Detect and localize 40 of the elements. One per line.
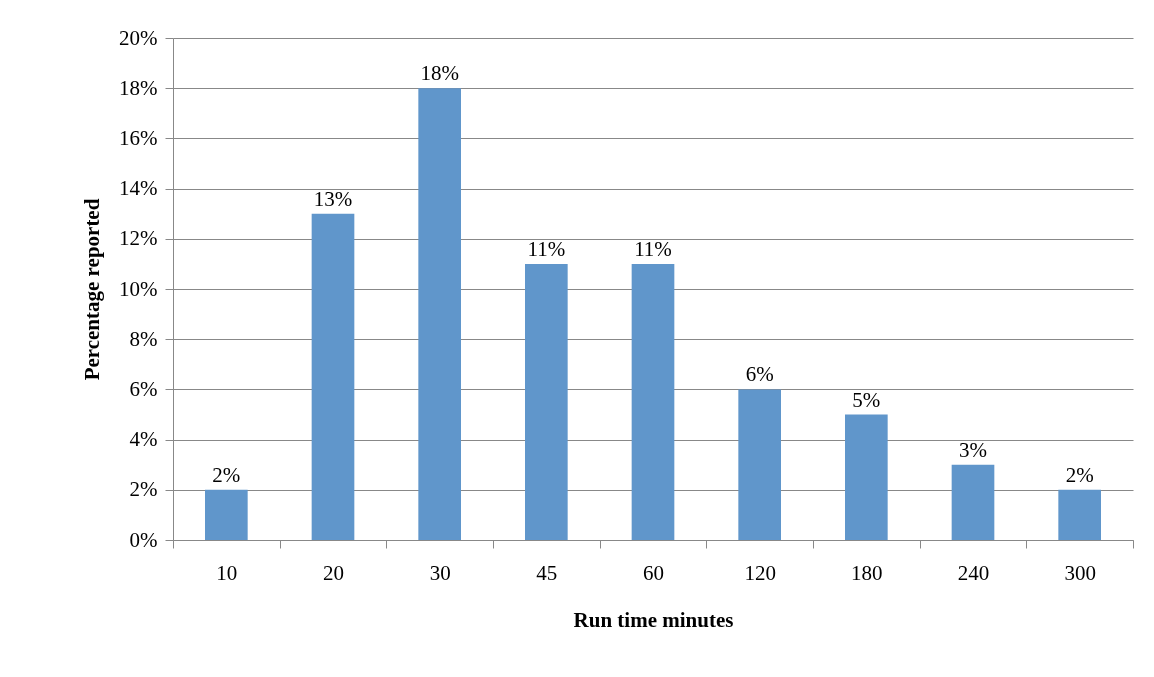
bar (525, 263, 568, 540)
x-tick-label: 30 (429, 560, 451, 585)
x-tick-label: 240 (957, 560, 990, 585)
bar (1058, 489, 1101, 540)
x-axis-title: Run time minutes (573, 607, 734, 632)
data-label: 11% (634, 236, 672, 261)
y-tick-label: 2% (129, 477, 158, 502)
y-tick-label: 16% (119, 125, 158, 150)
x-tick-label: 120 (744, 560, 776, 585)
y-tick-label: 20% (119, 25, 158, 50)
data-label: 2% (212, 462, 241, 487)
x-tick-label: 10 (216, 560, 238, 585)
y-tick-label: 12% (119, 226, 158, 251)
x-tick-label: 60 (643, 560, 664, 585)
bar (738, 389, 781, 540)
data-label: 6% (745, 362, 774, 387)
bar (205, 489, 248, 540)
y-tick-label: 8% (129, 326, 158, 351)
bar (311, 213, 355, 540)
bar (631, 263, 675, 540)
bar (418, 88, 461, 540)
data-label: 5% (852, 387, 881, 412)
y-tick-label: 0% (129, 527, 158, 552)
y-axis-title: Percentage reported (80, 198, 105, 381)
data-label: 13% (313, 186, 353, 211)
y-tick-label: 18% (119, 75, 158, 100)
x-tick-label: 45 (536, 560, 558, 585)
data-label: 11% (527, 236, 566, 261)
data-label: 18% (420, 61, 459, 86)
data-label: 2% (1065, 462, 1094, 487)
x-tick-label: 20 (323, 560, 344, 585)
y-tick-label: 10% (119, 276, 158, 301)
y-tick-label: 14% (119, 176, 158, 201)
y-tick-label: 6% (129, 376, 158, 401)
bar (951, 464, 995, 540)
bar (845, 414, 888, 540)
x-tick-label: 300 (1064, 560, 1096, 585)
x-tick-label: 180 (851, 560, 883, 585)
y-tick-label: 4% (129, 427, 158, 452)
data-label: 3% (959, 437, 987, 462)
